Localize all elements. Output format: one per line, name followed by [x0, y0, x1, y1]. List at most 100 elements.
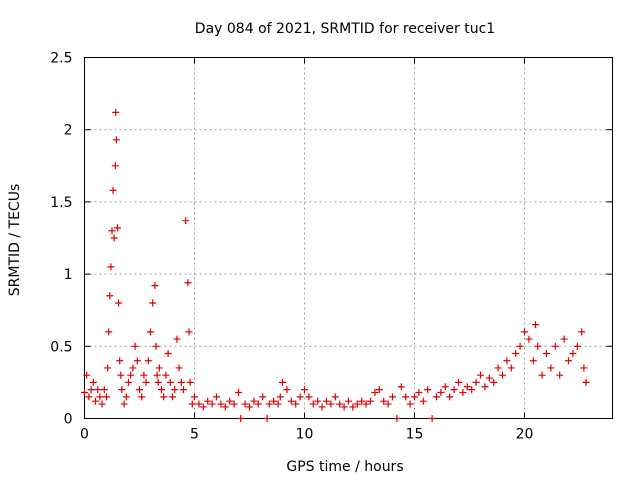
data-point — [195, 400, 203, 408]
data-point — [336, 400, 344, 408]
data-point — [213, 393, 220, 401]
data-point — [177, 378, 185, 386]
axis-ticks: 0 5 10 15 20 0 0.5 1 1.5 2 2.5 — [50, 51, 613, 443]
data-point — [393, 415, 401, 422]
data-point — [428, 415, 436, 422]
data-point — [142, 378, 150, 386]
data-point — [83, 371, 91, 379]
data-point — [116, 357, 124, 365]
y-tick-label: 2.5 — [50, 51, 72, 67]
data-point — [521, 328, 528, 336]
data-point — [573, 342, 581, 350]
data-point — [217, 400, 225, 408]
data-point — [230, 400, 238, 408]
data-point — [147, 328, 154, 336]
data-point — [185, 328, 193, 336]
data-point — [446, 393, 454, 401]
data-point — [171, 386, 179, 394]
data-point — [507, 364, 515, 372]
data-point — [389, 393, 396, 401]
data-point — [384, 400, 392, 408]
data-point — [516, 342, 524, 350]
data-point — [314, 397, 322, 405]
data-point — [263, 415, 271, 422]
y-axis-label: SRMTID / TECUs — [7, 184, 23, 297]
data-point — [532, 321, 539, 329]
data-point — [111, 162, 119, 170]
data-point — [108, 227, 116, 235]
data-point — [499, 371, 506, 379]
data-point — [106, 292, 114, 300]
x-tick-label: 20 — [516, 427, 534, 443]
data-point — [580, 364, 588, 372]
plot-frame — [84, 57, 613, 419]
y-tick-label: 0 — [64, 412, 73, 428]
data-point — [556, 371, 564, 379]
data-point — [94, 386, 102, 394]
data-point — [259, 393, 267, 401]
data-point — [494, 364, 502, 372]
data-point — [265, 400, 273, 408]
data-point — [371, 389, 379, 397]
data-point — [419, 397, 427, 405]
y-tick-label: 1 — [64, 267, 73, 283]
y-tick-label: 2 — [64, 123, 73, 139]
data-point — [144, 357, 152, 365]
data-point — [578, 328, 586, 336]
data-point — [463, 383, 471, 391]
data-point — [274, 400, 282, 408]
data-point — [175, 364, 183, 372]
data-point — [380, 397, 388, 405]
data-point — [490, 378, 498, 386]
data-point — [340, 403, 348, 411]
data-point — [481, 383, 489, 391]
data-point — [140, 371, 148, 379]
data-point — [152, 342, 160, 350]
data-point — [406, 400, 414, 408]
data-point — [353, 400, 361, 408]
data-point — [468, 386, 476, 394]
data-point — [441, 383, 449, 391]
data-point — [283, 386, 291, 394]
data-point — [241, 400, 249, 408]
data-point — [105, 328, 113, 336]
data-point — [560, 335, 568, 343]
data-point — [151, 282, 159, 290]
data-point — [117, 371, 125, 379]
data-point — [349, 403, 357, 411]
data-point — [107, 263, 115, 271]
data-point — [237, 415, 245, 422]
data-point — [115, 299, 123, 307]
data-point — [543, 350, 550, 358]
data-point — [301, 386, 308, 394]
data-point — [512, 350, 520, 358]
data-point — [270, 397, 278, 405]
data-point — [164, 350, 172, 358]
data-point — [169, 393, 176, 401]
data-point — [318, 403, 326, 411]
data-point — [529, 357, 537, 365]
data-point — [276, 393, 284, 401]
x-axis-label: GPS time / hours — [286, 459, 403, 475]
data-point — [309, 400, 317, 408]
data-point — [279, 378, 286, 386]
data-point — [125, 378, 132, 386]
data-point — [154, 378, 162, 386]
data-point — [503, 357, 511, 365]
data-point — [292, 400, 300, 408]
data-point — [89, 378, 97, 386]
data-point — [188, 400, 196, 408]
data-point — [226, 397, 234, 405]
data-point — [98, 400, 106, 408]
data-point — [160, 393, 168, 401]
data-point — [250, 397, 258, 405]
data-point — [153, 371, 161, 379]
data-point — [345, 397, 352, 405]
data-point — [149, 299, 157, 307]
y-tick-label: 1.5 — [50, 195, 72, 211]
data-point — [122, 393, 130, 401]
data-point — [565, 357, 572, 365]
data-point — [477, 371, 484, 379]
data-point — [96, 393, 104, 401]
